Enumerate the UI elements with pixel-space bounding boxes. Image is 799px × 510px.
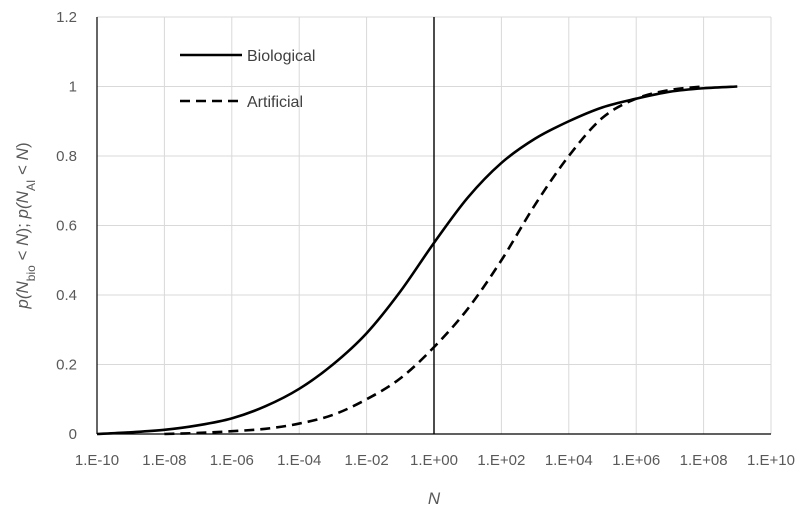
x-tick-label: 1.E-04: [277, 452, 321, 469]
x-tick-label: 1.E+08: [680, 452, 728, 469]
y-axis-title-part: p(N: [13, 190, 32, 219]
x-tick-label: 1.E+10: [747, 452, 795, 469]
y-axis-title-part: );: [13, 218, 32, 233]
legend-label-biological: Biological: [247, 48, 315, 65]
y-tick-label: 0.2: [56, 357, 77, 374]
x-axis-title: N: [428, 489, 441, 508]
y-tick-label: 0.4: [56, 287, 77, 304]
x-tick-label: 1.E-10: [75, 452, 119, 469]
x-tick-label: 1.E-08: [142, 452, 186, 469]
y-axis-title-subscript: bio: [24, 265, 38, 281]
legend-label-artificial: Artificial: [247, 94, 303, 111]
y-axis-title-part: N: [13, 233, 32, 246]
x-tick-label: 1.E+06: [612, 452, 660, 469]
x-tick-label: 1.E-06: [210, 452, 254, 469]
y-axis-title-subscript: AI: [24, 180, 38, 191]
y-axis-title-part: ): [13, 142, 32, 148]
y-tick-label: 0.6: [56, 218, 77, 235]
y-axis-title-part: N: [13, 147, 32, 160]
x-tick-label: 1.E+04: [545, 452, 593, 469]
y-tick-label: 0: [69, 426, 77, 443]
y-tick-label: 1: [69, 79, 77, 96]
y-axis-title-part: <: [13, 246, 32, 265]
x-tick-label: 1.E-02: [344, 452, 388, 469]
legend: Biological Artificial: [180, 48, 315, 111]
series-lines: [96, 85, 738, 436]
series-line-biological: [96, 85, 738, 436]
axes: [96, 17, 771, 435]
x-tick-labels: 1.E-10 1.E-08 1.E-06 1.E-04 1.E-02 1.E+00 1.E+…: [75, 452, 795, 469]
y-axis-title: p(Nbio < N); p(NAI < N): [13, 142, 38, 309]
series-line-artificial: [164, 85, 704, 436]
y-axis-title-part: <: [13, 160, 32, 179]
y-tick-label: 0.8: [56, 148, 77, 165]
x-tick-label: 1.E+00: [410, 452, 458, 469]
y-tick-labels: 0 0.2 0.4 0.6 0.8 1 1.2: [56, 9, 77, 443]
y-tick-label: 1.2: [56, 9, 77, 26]
x-tick-label: 1.E+02: [477, 452, 525, 469]
y-axis-title-part: p(N: [13, 281, 32, 310]
